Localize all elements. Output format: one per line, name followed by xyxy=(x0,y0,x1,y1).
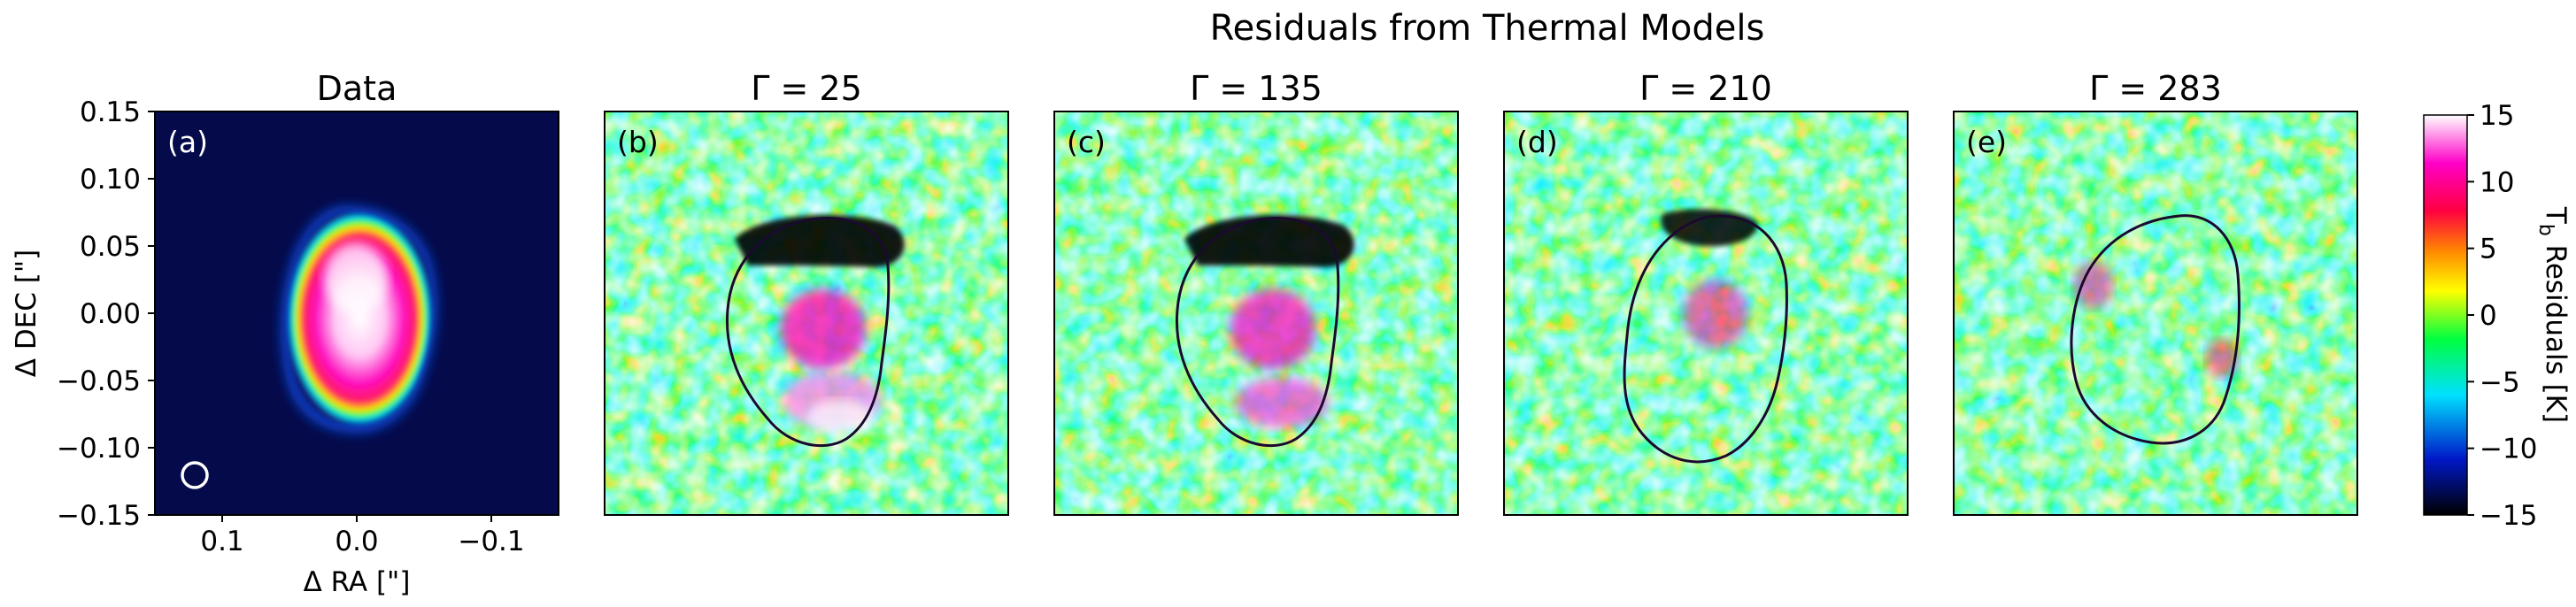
colorbar-gradient xyxy=(2423,114,2468,516)
colorbar-tick-label: 15 xyxy=(2480,100,2514,132)
source-emission xyxy=(288,212,432,426)
y-tick-label: 0.15 xyxy=(80,96,141,128)
panel-a-image xyxy=(155,111,559,515)
panel-d-title: Γ = 210 xyxy=(1639,69,1772,108)
colorbar-tick-label: 0 xyxy=(2480,300,2497,332)
colorbar-tick-label: −10 xyxy=(2480,434,2537,465)
panel-a-title: Data xyxy=(317,69,397,108)
panel-b-residual-map xyxy=(605,111,1008,515)
y-tick-label: −0.15 xyxy=(57,500,141,532)
panel-e-label: (e) xyxy=(1966,125,2007,159)
y-tick-label: −0.05 xyxy=(57,365,141,397)
y-tick-label: 0.00 xyxy=(80,298,141,330)
panel-c-title: Γ = 135 xyxy=(1190,69,1323,108)
panel-b-label: (b) xyxy=(617,125,659,159)
panel-e: Γ = 283 (e) xyxy=(1953,69,2358,516)
colorbar-label: Tb Residuals [K] xyxy=(2534,206,2572,423)
colorbar-tick-label: −15 xyxy=(2480,500,2537,532)
panel-b-contour xyxy=(725,217,891,448)
x-axis-ticks: 0.1 0.0 −0.1 xyxy=(200,515,525,557)
x-tick-label: −0.1 xyxy=(458,526,524,557)
y-tick-label: −0.10 xyxy=(57,433,141,465)
panel-c-residual-map xyxy=(1054,111,1458,515)
panel-a: Data (a) xyxy=(154,69,559,516)
x-tick-label: 0.0 xyxy=(335,526,378,557)
y-axis-ticks: 0.15 0.10 0.05 0.00 −0.05 −0.10 −0.15 xyxy=(57,96,155,532)
x-tick-label: 0.1 xyxy=(200,526,243,557)
colorbar-tick-label: 5 xyxy=(2480,234,2497,265)
panel-e-contour xyxy=(2070,214,2241,445)
y-tick-label: 0.05 xyxy=(80,231,141,263)
panel-d-residual-map xyxy=(1504,111,1908,515)
panel-d: Γ = 210 (d) xyxy=(1503,69,1909,516)
panel-e-residual-map xyxy=(1954,111,2357,515)
panel-b-title: Γ = 25 xyxy=(751,69,862,108)
panel-e-title: Γ = 283 xyxy=(2089,69,2222,108)
panel-b: Γ = 25 (b) xyxy=(604,69,1009,516)
panel-a-label: (a) xyxy=(167,125,208,159)
panel-c: Γ = 135 (c) xyxy=(1053,69,1459,516)
panel-c-contour xyxy=(1175,217,1340,448)
colorbar-tick-label: 10 xyxy=(2480,166,2514,198)
y-tick-label: 0.10 xyxy=(80,164,141,196)
colorbar-ticks: 15 10 5 0 −5 −10 −15 xyxy=(2467,100,2537,532)
beam-ellipse xyxy=(181,461,209,489)
panel-d-label: (d) xyxy=(1516,125,1558,159)
figure-suptitle: Residuals from Thermal Models xyxy=(1210,8,1765,49)
panel-d-contour xyxy=(1623,214,1788,464)
panel-c-label: (c) xyxy=(1067,125,1106,159)
colorbar: 15 10 5 0 −5 −10 −15 Tb Residuals [K] xyxy=(2423,100,2572,532)
x-axis-label: Δ RA ["] xyxy=(304,566,411,598)
y-axis-label: Δ DEC ["] xyxy=(11,250,42,377)
colorbar-tick-label: −5 xyxy=(2480,366,2520,398)
